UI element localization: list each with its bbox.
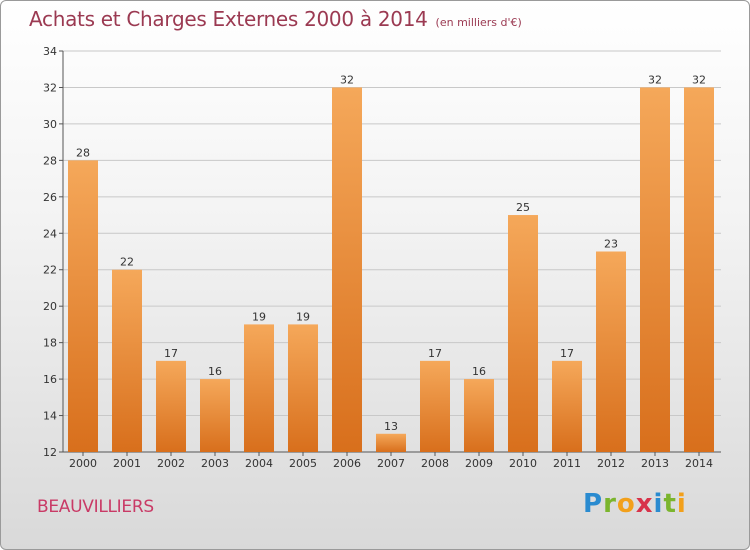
x-tick-label: 2006 (333, 457, 361, 470)
y-tick-label: 34 (43, 45, 57, 58)
x-tick-label: 2007 (377, 457, 405, 470)
bar (420, 360, 450, 452)
x-tick-label: 2014 (685, 457, 713, 470)
chart-title: Achats et Charges Externes 2000 à 2014 (e… (29, 7, 522, 31)
labels: 12 14 16 18 20 22 24 26 28 30 32 34 28 2000 22 2001 17 20… (43, 45, 713, 470)
town-name: BEAUVILLIERS (37, 497, 154, 517)
data-label: 25 (516, 201, 530, 214)
y-tick-label: 28 (43, 154, 57, 167)
y-tick-label: 26 (43, 191, 57, 204)
y-tick-label: 30 (43, 118, 57, 131)
y-tick-label: 24 (43, 227, 57, 240)
x-tick-label: 2000 (69, 457, 97, 470)
bar (112, 269, 142, 452)
bar (684, 87, 714, 453)
data-label: 22 (120, 256, 134, 269)
x-tick-label: 2004 (245, 457, 273, 470)
data-label: 13 (384, 420, 398, 433)
bar (464, 379, 494, 452)
y-tick-label: 20 (43, 300, 57, 313)
proxiti-logo: Proxiti (583, 489, 687, 519)
x-tick-label: 2012 (597, 457, 625, 470)
data-label: 17 (428, 347, 442, 360)
logo-letter: P (583, 489, 604, 519)
bar (508, 215, 538, 452)
bar (552, 360, 582, 452)
data-label: 17 (164, 347, 178, 360)
x-tick-label: 2009 (465, 457, 493, 470)
logo-letter: t (663, 489, 677, 519)
data-label: 19 (296, 310, 310, 323)
logo-letter: i (653, 489, 664, 519)
data-label: 16 (208, 365, 222, 378)
logo-letter: r (603, 489, 617, 519)
data-label: 19 (252, 310, 266, 323)
bar (640, 87, 670, 453)
logo-letter: i (676, 489, 687, 519)
bar (376, 433, 406, 452)
x-tick-label: 2010 (509, 457, 537, 470)
data-label: 28 (76, 146, 90, 159)
bar (596, 251, 626, 452)
x-tick-label: 2013 (641, 457, 669, 470)
bars (68, 87, 714, 453)
data-label: 32 (692, 73, 706, 86)
y-tick-label: 22 (43, 264, 57, 277)
logo-letter: o (616, 489, 636, 519)
y-tick-label: 12 (43, 446, 57, 459)
y-tick-label: 16 (43, 373, 57, 386)
chart-title-text: Achats et Charges Externes 2000 à 2014 (29, 7, 428, 31)
y-tick-label: 18 (43, 337, 57, 350)
x-tick-label: 2008 (421, 457, 449, 470)
y-tick-label: 32 (43, 81, 57, 94)
data-label: 32 (648, 73, 662, 86)
x-tick-label: 2003 (201, 457, 229, 470)
logo-letter: x (635, 489, 654, 519)
data-label: 23 (604, 238, 618, 251)
bar (244, 324, 274, 452)
bar (288, 324, 318, 452)
data-label: 16 (472, 365, 486, 378)
data-label: 17 (560, 347, 574, 360)
bar (68, 160, 98, 452)
chart-subtitle: (en milliers d'€) (435, 16, 522, 29)
bar (156, 360, 186, 452)
x-tick-label: 2001 (113, 457, 141, 470)
x-tick-label: 2011 (553, 457, 581, 470)
data-label: 32 (340, 73, 354, 86)
bar (200, 379, 230, 452)
y-tick-label: 14 (43, 410, 57, 423)
bar (332, 87, 362, 453)
x-tick-label: 2005 (289, 457, 317, 470)
x-tick-label: 2002 (157, 457, 185, 470)
